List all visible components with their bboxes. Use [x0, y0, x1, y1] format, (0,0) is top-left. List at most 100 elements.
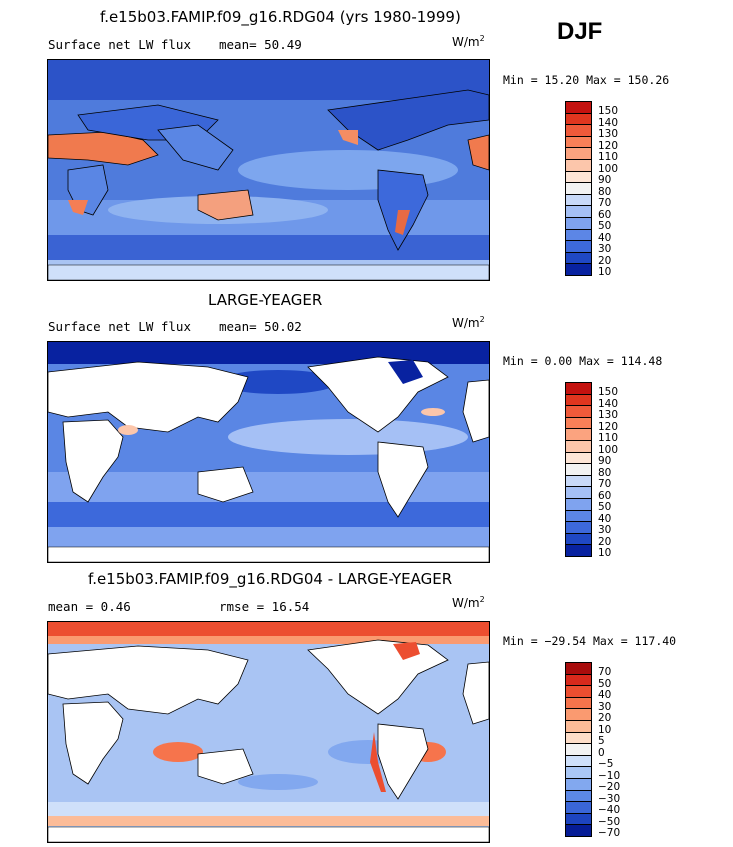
panel1-units: W/m2 — [452, 34, 485, 49]
panel1-map — [47, 59, 490, 281]
panel2-colorbar-label: 110 — [598, 432, 619, 444]
panel3-colorbar — [565, 662, 592, 837]
panel3-colorbar-swatch — [566, 731, 591, 744]
panel3-colorbar-label: −50 — [598, 815, 621, 828]
panel3-map-field — [48, 622, 489, 842]
panel1-colorbar-label: 150 — [598, 105, 619, 117]
panel3-colorbar-swatch — [566, 673, 591, 686]
panel2-colorbar-swatch — [566, 497, 591, 510]
panel3-colorbar-label: −40 — [598, 804, 621, 816]
panel2-colorbar-label: 70 — [598, 478, 612, 490]
panel1-colorbar-swatch — [566, 193, 591, 206]
season-label: DJF — [557, 18, 603, 45]
panel3-colorbar-swatch — [566, 789, 591, 802]
panel3-colorbar-swatch — [566, 696, 591, 709]
panel1-colorbar-label: 50 — [598, 220, 612, 232]
panel1-colorbar-swatch — [566, 251, 591, 264]
panel1-colorbar-label: 120 — [598, 139, 619, 152]
panel1-variable-label: Surface net LW flux — [48, 37, 191, 52]
panel2-colorbar-swatch — [566, 439, 591, 452]
panel3-colorbar-swatch — [566, 812, 591, 825]
panel2-colorbar-swatch — [566, 544, 591, 556]
panel2-colorbar-label: 130 — [598, 409, 619, 421]
panel3-colorbar-label: −70 — [598, 827, 621, 839]
panel3-colorbar-label: 40 — [598, 689, 612, 701]
panel3-colorbar-label: −5 — [598, 758, 614, 770]
panel2-colorbar-swatch — [566, 521, 591, 533]
panel3-colorbar-swatch — [566, 777, 591, 790]
panel1-colorbar-label: 30 — [598, 243, 612, 255]
panel1-colorbar-swatch — [566, 205, 591, 217]
panel3-colorbar-swatch — [566, 801, 591, 813]
panel2-colorbar-label: 30 — [598, 524, 612, 536]
panel3-colorbar-label: 5 — [598, 735, 605, 747]
panel1-colorbar-swatch — [566, 228, 591, 241]
panel2-colorbar-label: 20 — [598, 535, 612, 548]
panel1-colorbar-label: 70 — [598, 197, 612, 209]
panel3-colorbar-label: 10 — [598, 723, 612, 736]
panel2-colorbar-label: 90 — [598, 455, 612, 467]
panel1-colorbar-label: 130 — [598, 128, 619, 140]
panel2-colorbar-swatch — [566, 486, 591, 498]
panel3-colorbar-swatch — [566, 719, 591, 732]
panel2-title: LARGE-YEAGER — [208, 291, 323, 309]
panel3-colorbar-swatch — [566, 754, 591, 767]
panel3-colorbar-label: −20 — [598, 781, 621, 793]
panel2-colorbar-label: 120 — [598, 420, 619, 433]
panel3-colorbar-label: 70 — [598, 666, 612, 678]
panel2-colorbar-swatch — [566, 474, 591, 487]
panel3-title: f.e15b03.FAMIP.f09_g16.RDG04 - LARGE-YEA… — [88, 570, 453, 588]
panel1-colorbar-label: 20 — [598, 254, 612, 267]
panel1-colorbar-swatch — [566, 216, 591, 229]
panel2-map — [47, 341, 490, 563]
panel2-colorbar-swatch — [566, 383, 591, 394]
panel2-colorbar-swatch — [566, 463, 591, 475]
panel3-colorbar-swatch — [566, 708, 591, 720]
panel3-colorbar-swatch — [566, 663, 591, 674]
panel2-colorbar-swatch — [566, 393, 591, 406]
panel2-colorbar-swatch — [566, 451, 591, 464]
panel1-colorbar-label: 110 — [598, 151, 619, 163]
panel1-map-field — [48, 60, 489, 280]
panel1-colorbar — [565, 101, 592, 276]
panel3-colorbar-swatch — [566, 824, 591, 836]
panel1-mean-label: mean= 50.49 — [219, 37, 302, 52]
panel2-colorbar-label: 80 — [598, 466, 612, 479]
panel3-units: W/m2 — [452, 595, 485, 610]
panel2-map-field — [48, 342, 489, 562]
panel3-map — [47, 621, 490, 843]
panel3-colorbar-label: 30 — [598, 700, 612, 713]
panel3-colorbar-label: 50 — [598, 677, 612, 690]
panel2-colorbar-label: 60 — [598, 489, 612, 502]
panel2-colorbar-label: 10 — [598, 547, 612, 559]
panel1-colorbar-swatch — [566, 170, 591, 183]
panel1-min-max: Min = 15.20 Max = 150.26 — [503, 73, 670, 87]
panel1-colorbar-swatch — [566, 102, 591, 113]
panel2-colorbar-label: 150 — [598, 386, 619, 398]
panel2-colorbar-label: 50 — [598, 501, 612, 513]
panel2-units: W/m2 — [452, 315, 485, 330]
panel1-colorbar-label: 80 — [598, 185, 612, 198]
panel2-mean-label: mean= 50.02 — [219, 319, 302, 334]
panel2-colorbar-swatch — [566, 532, 591, 545]
panel1-colorbar-label: 90 — [598, 174, 612, 186]
panel3-colorbar-label: 0 — [598, 746, 605, 759]
panel3-colorbar-label: −10 — [598, 769, 621, 782]
panel1-colorbar-swatch — [566, 147, 591, 159]
panel2-variable-label: Surface net LW flux — [48, 319, 191, 334]
panel2-min-max: Min = 0.00 Max = 114.48 — [503, 354, 663, 368]
panel1-colorbar-swatch — [566, 112, 591, 125]
panel1-colorbar-label: 140 — [598, 116, 619, 129]
panel1-colorbar-swatch — [566, 182, 591, 194]
panel2-colorbar — [565, 382, 592, 557]
panel3-colorbar-label: 20 — [598, 712, 612, 724]
panel1-colorbar-swatch — [566, 124, 591, 136]
panel2-colorbar-swatch — [566, 509, 591, 522]
panel3-colorbar-swatch — [566, 685, 591, 697]
panel1-colorbar-swatch — [566, 158, 591, 171]
panel3-colorbar-swatch — [566, 766, 591, 778]
panel3-mean-label: mean = 0.46 — [48, 599, 131, 614]
panel1-colorbar-label: 40 — [598, 231, 612, 244]
panel1-colorbar-label: 100 — [598, 162, 619, 175]
panel1-title: f.e15b03.FAMIP.f09_g16.RDG04 (yrs 1980-1… — [100, 8, 461, 26]
